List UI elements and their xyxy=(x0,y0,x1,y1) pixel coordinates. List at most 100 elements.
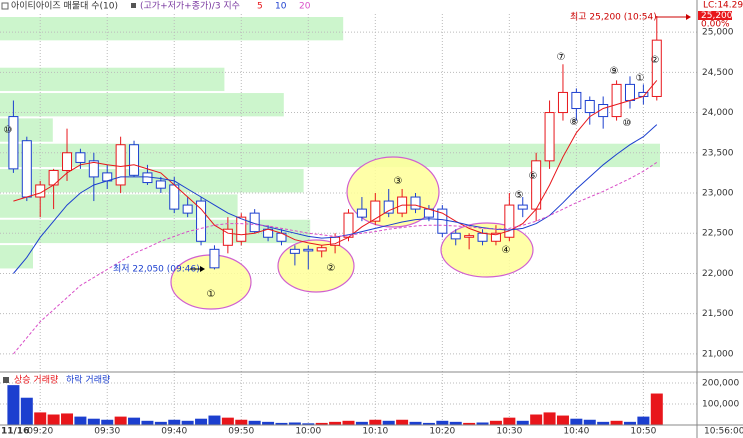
annotation-mark: ⑧ xyxy=(570,117,579,128)
volume-bar xyxy=(114,416,127,425)
y-tick-label: 22,000 xyxy=(702,269,734,279)
volume-bar xyxy=(489,420,502,425)
volume-bar xyxy=(235,419,248,425)
annotation-mark: ① xyxy=(207,289,216,300)
volume-bar xyxy=(302,423,315,425)
legend-entry: 20 xyxy=(299,2,311,12)
candle-body xyxy=(584,99,595,114)
candle-body xyxy=(316,247,327,252)
last-time: 10:56:00 xyxy=(704,427,743,437)
ma-line xyxy=(13,80,658,246)
volume-bar xyxy=(141,420,154,425)
ma-line xyxy=(13,124,658,274)
y-tick-label: 22,500 xyxy=(702,229,734,239)
candle-body xyxy=(531,160,542,210)
candle-body xyxy=(477,232,488,242)
candle-body xyxy=(222,228,233,246)
annotation-mark: ③ xyxy=(394,176,403,187)
profile-bar xyxy=(0,143,660,168)
volume-bar xyxy=(342,420,355,425)
annotation-mark: ① xyxy=(636,73,645,84)
indicator: (고가+저가+종가)/3 지수 xyxy=(140,1,240,12)
profile-bar xyxy=(0,17,344,41)
high-annotation: 최고 25,200 (10:54) xyxy=(570,12,657,23)
volume-bar xyxy=(409,421,422,425)
annotation-mark: ② xyxy=(651,55,660,66)
annotation-mark: ⑩ xyxy=(4,125,13,136)
candle-body xyxy=(464,235,475,238)
arrow xyxy=(686,14,691,20)
volume-bar xyxy=(597,421,610,425)
annotation-mark: ② xyxy=(327,263,336,274)
volume-bar xyxy=(101,419,114,425)
volume-bar xyxy=(47,414,60,425)
volume-bar xyxy=(396,419,409,425)
volume-bar xyxy=(463,422,476,425)
price-box xyxy=(698,11,732,20)
annotation-mark: ⑨ xyxy=(610,66,619,77)
change: 0.00% xyxy=(701,20,730,30)
volume-bar xyxy=(208,415,221,425)
candle-body xyxy=(155,180,166,189)
y-tick-label: 24,000 xyxy=(702,108,734,118)
x-tick-label: 09:20 xyxy=(27,427,53,437)
volume-bar xyxy=(128,417,141,425)
candle-body xyxy=(450,232,461,240)
volume-bar xyxy=(382,420,395,425)
y-tick-label: 100,000 xyxy=(702,400,739,410)
candle-body xyxy=(651,39,662,97)
volume-bar xyxy=(650,393,663,425)
x-tick-label: 10:20 xyxy=(429,427,455,437)
volume-bar xyxy=(570,418,583,425)
candle-body xyxy=(236,216,247,242)
volume-bar xyxy=(516,420,529,425)
volume-bar xyxy=(7,385,20,425)
annotation-mark: ⑥ xyxy=(529,171,538,182)
y-tick-label: 24,500 xyxy=(702,68,734,78)
volume-bar xyxy=(583,419,596,425)
ellipse xyxy=(440,222,534,278)
candle-body xyxy=(598,104,609,118)
x-tick-label: 10:50 xyxy=(630,427,656,437)
legend-entry: 10 xyxy=(275,2,287,12)
x-tick-label: 10:30 xyxy=(496,427,522,437)
candle-body xyxy=(356,208,367,218)
volume-bar xyxy=(315,422,328,425)
volume-bar xyxy=(610,420,623,425)
volume-bar xyxy=(154,421,167,425)
icon xyxy=(131,3,136,8)
annotation-mark: ⑤ xyxy=(515,190,524,201)
candle-body xyxy=(437,208,448,234)
legend-entry: 5 xyxy=(257,2,263,12)
candle-body xyxy=(504,204,515,238)
candle-body xyxy=(544,112,555,162)
candle-body xyxy=(571,91,582,110)
candle-body xyxy=(35,184,46,198)
candle-body xyxy=(289,248,300,254)
candle-body xyxy=(370,200,381,222)
x-tick-label: 10:40 xyxy=(563,427,589,437)
candle-body xyxy=(21,140,32,198)
profile-bar xyxy=(0,93,284,117)
volume-bar xyxy=(275,422,288,425)
low-annotation: 최저 22,050 (09:46) xyxy=(113,264,200,275)
volume-bar xyxy=(288,422,301,425)
candle-body xyxy=(196,200,207,242)
y-tick-label: 21,000 xyxy=(702,349,734,359)
profile-bar xyxy=(0,67,225,92)
candle-body xyxy=(129,144,140,176)
candle-body xyxy=(383,200,394,214)
candle-body xyxy=(75,152,86,163)
status: LC:14.29 xyxy=(703,1,743,11)
candle-body xyxy=(611,83,622,118)
volume-bar xyxy=(476,422,489,425)
volume-bar xyxy=(449,421,462,425)
volume-bar xyxy=(637,416,650,425)
x-tick-label: 09:30 xyxy=(94,427,120,437)
candle-body xyxy=(624,83,635,101)
volume-bar xyxy=(623,421,636,425)
volume-bar xyxy=(543,412,556,425)
volume-bar xyxy=(436,420,449,425)
